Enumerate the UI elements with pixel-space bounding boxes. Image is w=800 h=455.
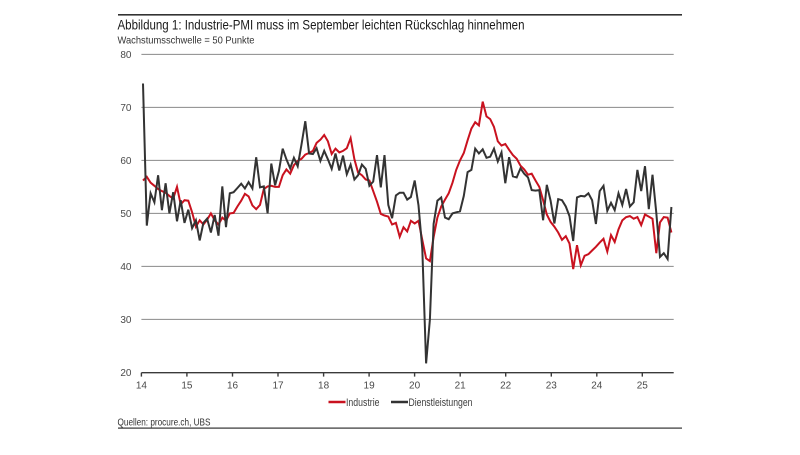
- svg-text:30: 30: [120, 315, 132, 326]
- svg-text:23: 23: [546, 381, 558, 392]
- svg-text:Quellen: procure.ch, UBS: Quellen: procure.ch, UBS: [118, 418, 211, 429]
- svg-text:18: 18: [318, 381, 330, 392]
- svg-text:17: 17: [272, 381, 284, 392]
- svg-text:20: 20: [120, 368, 132, 379]
- svg-text:24: 24: [591, 381, 603, 392]
- svg-text:22: 22: [500, 381, 512, 392]
- svg-text:19: 19: [364, 381, 376, 392]
- svg-text:15: 15: [181, 381, 193, 392]
- svg-text:80: 80: [120, 50, 132, 61]
- svg-text:14: 14: [136, 381, 148, 392]
- svg-text:21: 21: [455, 381, 467, 392]
- svg-text:16: 16: [227, 381, 239, 392]
- svg-text:40: 40: [120, 262, 132, 273]
- svg-text:50: 50: [120, 209, 132, 220]
- svg-text:Wachstumsschwelle = 50 Punkte: Wachstumsschwelle = 50 Punkte: [118, 36, 255, 47]
- svg-text:70: 70: [120, 103, 132, 114]
- svg-text:20: 20: [409, 381, 421, 392]
- svg-text:60: 60: [120, 156, 132, 167]
- svg-text:Industrie: Industrie: [346, 397, 380, 409]
- svg-text:25: 25: [637, 381, 649, 392]
- svg-text:Dienstleistungen: Dienstleistungen: [409, 397, 473, 409]
- svg-text:Abbildung 1: Industrie-PMI mus: Abbildung 1: Industrie-PMI muss im Septe…: [118, 18, 525, 33]
